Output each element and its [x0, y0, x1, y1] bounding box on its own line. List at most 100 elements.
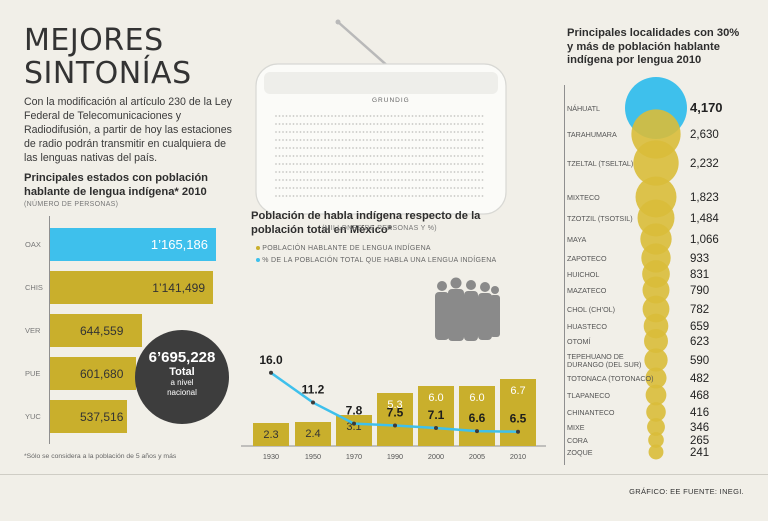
grille-dot — [345, 179, 347, 181]
grille-dot — [425, 147, 428, 149]
grille-dot — [408, 195, 410, 197]
grille-dot — [289, 179, 291, 181]
states-footnote: *Sólo se considera a la población de 5 a… — [24, 453, 177, 460]
total-sub-1: a nivel — [170, 378, 194, 387]
grille-dot — [289, 187, 291, 189]
grille-dot — [439, 155, 442, 157]
grille-dot — [345, 155, 347, 157]
grille-dot — [327, 171, 330, 173]
grille-dot — [467, 171, 470, 173]
state-bar — [50, 271, 213, 304]
grille-dot — [478, 115, 480, 117]
grille-dot — [306, 187, 309, 189]
grille-dot — [362, 179, 365, 181]
grille-dot — [464, 155, 466, 157]
grille-dot — [457, 115, 459, 117]
grille-dot — [471, 171, 473, 173]
grille-dot — [436, 139, 438, 141]
grille-dot — [457, 179, 459, 181]
grille-dot — [310, 131, 312, 133]
grille-dot — [390, 195, 393, 197]
grille-dot — [390, 123, 393, 125]
grille-dot — [474, 123, 477, 125]
grille-dot — [464, 179, 466, 181]
grille-dot — [310, 179, 312, 181]
grille-dot — [303, 163, 305, 165]
grille-dot — [390, 179, 393, 181]
grille-dot — [282, 147, 284, 149]
percent-label: 7.8 — [346, 404, 363, 418]
locality-value: 2,630 — [690, 129, 719, 141]
state-label: PUE — [25, 369, 41, 378]
grille-dot — [320, 115, 323, 117]
grille-dot — [478, 123, 480, 125]
grille-dot — [355, 187, 358, 189]
grille-dot — [390, 171, 393, 173]
grille-dot — [292, 187, 295, 189]
grille-dot — [457, 131, 459, 133]
grille-dot — [366, 171, 368, 173]
grille-dot — [362, 139, 365, 141]
grille-dot — [317, 123, 319, 125]
grille-dot — [425, 131, 428, 133]
grille-dot — [446, 147, 449, 149]
grille-dot — [390, 187, 393, 189]
grille-dot — [331, 147, 333, 149]
grille-dot — [425, 187, 428, 189]
grille-dot — [289, 139, 291, 141]
locality-value: 590 — [690, 355, 709, 367]
locality-label: MIXTECO — [567, 193, 600, 202]
grille-dot — [341, 147, 344, 149]
locality-value: 468 — [690, 390, 709, 402]
locality-label: HUICHOL — [567, 270, 599, 279]
grille-dot — [376, 195, 379, 197]
grille-dot — [478, 179, 480, 181]
grille-dot — [299, 195, 302, 197]
grille-dot — [303, 179, 305, 181]
population-bar-label: 6.0 — [428, 392, 443, 404]
grille-dot — [411, 123, 414, 125]
grille-dot — [481, 147, 484, 149]
grille-dot — [285, 163, 288, 165]
grille-dot — [320, 139, 323, 141]
grille-dot — [366, 155, 368, 157]
grille-dot — [457, 195, 459, 197]
grille-dot — [376, 155, 379, 157]
grille-dot — [324, 147, 326, 149]
grille-dot — [404, 131, 407, 133]
grille-dot — [432, 187, 435, 189]
grille-dot — [324, 171, 326, 173]
grille-dot — [369, 139, 372, 141]
grille-dot — [373, 171, 375, 173]
grille-dot — [380, 155, 382, 157]
grille-dot — [334, 195, 337, 197]
grille-dot — [373, 123, 375, 125]
locs-axis — [564, 85, 565, 465]
grille-dot — [450, 139, 452, 141]
grille-dot — [324, 155, 326, 157]
grille-dot — [432, 147, 435, 149]
grille-dot — [376, 139, 379, 141]
locality-value: 1,484 — [690, 213, 719, 225]
year-tick-label: 1990 — [387, 452, 403, 461]
grille-dot — [443, 163, 445, 165]
grille-dot — [366, 179, 368, 181]
grille-dot — [418, 147, 421, 149]
grille-dot — [299, 163, 302, 165]
grille-dot — [278, 163, 281, 165]
grille-dot — [429, 187, 431, 189]
grille-dot — [390, 163, 393, 165]
grille-dot — [352, 123, 354, 125]
grille-dot — [380, 187, 382, 189]
grille-dot — [282, 171, 284, 173]
grille-dot — [418, 155, 421, 157]
grille-dot — [415, 171, 417, 173]
grille-dot — [327, 131, 330, 133]
state-label: CHIS — [25, 283, 43, 292]
grille-dot — [331, 195, 333, 197]
legend-line-label: % DE LA POBLACIÓN TOTAL QUE HABLA UNA LE… — [262, 257, 497, 264]
grille-dot — [460, 147, 463, 149]
percent-point — [352, 421, 356, 426]
grille-dot — [474, 131, 477, 133]
grille-dot — [408, 187, 410, 189]
